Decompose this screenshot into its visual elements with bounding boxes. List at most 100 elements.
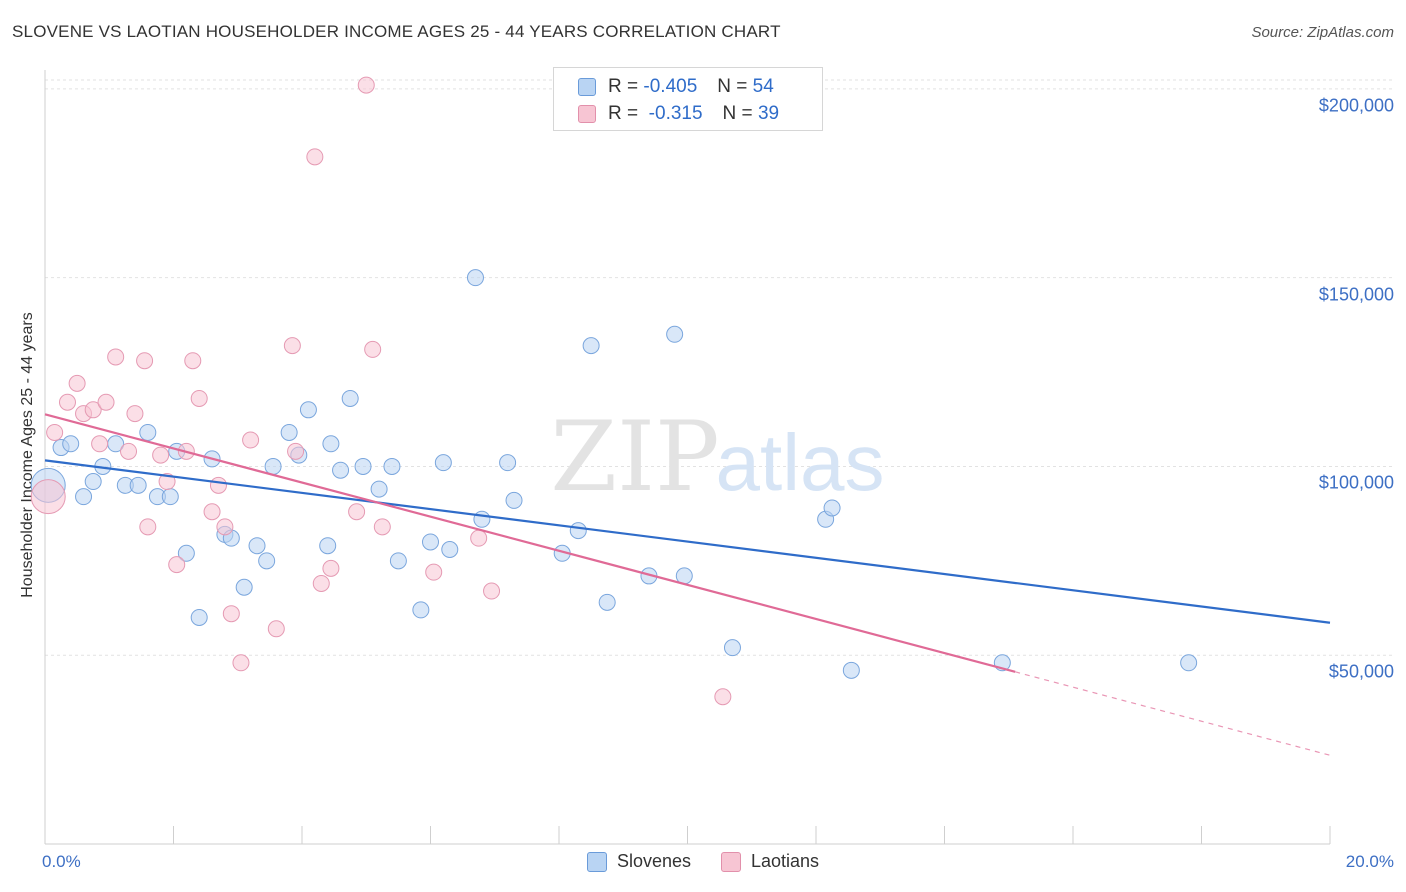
laotian-point [209,476,227,494]
laotian-point [91,435,109,453]
slovene-point [258,552,276,570]
stats-box: R = -0.405 N = 54 R = -0.315 N = 39 [553,67,823,131]
slovene-point [412,601,430,619]
laotian-trend-line [44,413,1016,673]
slovene-point [177,544,195,562]
slovene-point [235,578,253,596]
laotian-trend-extension [1015,671,1331,756]
slovene-trend-line [44,459,1331,624]
laotian-point [267,620,285,638]
laotian-point [184,352,202,370]
slovene-point [190,608,208,626]
slovene-point [473,510,491,528]
slovene-point [383,457,401,475]
laotian-point [46,423,64,441]
legend-swatch-blue [586,851,607,872]
legend-label-slovenes: Slovenes [616,851,691,871]
slovene-point [75,488,93,506]
trend-lines [44,413,1331,756]
laotian-point [120,442,138,460]
source-label: Source: ZipAtlas.com [1251,24,1394,41]
slovene-point [322,435,340,453]
legend-item-slovenes[interactable]: Slovenes [586,851,691,872]
laotian-point [232,654,250,672]
slovene-point [248,537,266,555]
legend: Slovenes Laotians [0,851,1406,872]
n-label: N = [722,103,753,124]
stats-row-slovenes: R = -0.405 N = 54 [578,76,774,98]
laotian-point [222,605,240,623]
laotian-point [357,76,375,94]
n-value-slovenes: 54 [752,76,774,97]
legend-item-laotians[interactable]: Laotians [721,851,819,872]
slovene-point [666,325,684,343]
slovene-point [823,499,841,517]
watermark-zip: ZIP [550,401,719,513]
slovene-point [1180,654,1198,672]
laotian-point [152,446,170,464]
laotian-point [136,352,154,370]
laotian-point [126,405,144,423]
slovene-point [434,454,452,472]
laotian-point [203,503,221,521]
slovene-point [161,488,179,506]
slovene-point [84,473,102,491]
slovene-point [582,337,600,355]
n-value-laotians: 39 [757,103,780,124]
x-tick-max: 20.0% [1345,852,1394,871]
slovene-point [505,491,523,509]
laotian-point [58,393,76,411]
stats-row-laotians: R = -0.315 N = 39 [578,103,779,125]
legend-swatch-pink [721,851,741,872]
axes [44,70,1331,845]
slovene-point [723,639,741,657]
laotian-point [306,148,324,166]
data-points [30,76,1198,706]
slovene-point [354,457,372,475]
slovene-point [264,457,282,475]
laotian-point [68,374,86,392]
laotian-point [283,337,301,355]
slovene-point [370,480,388,498]
laotian-point [158,473,176,491]
laotian-point [287,442,305,460]
n-label: N = [717,76,748,97]
laotian-point [84,401,102,419]
pink-swatch [578,105,596,123]
chart-title: SLOVENE VS LAOTIAN HOUSEHOLDER INCOME AG… [12,22,781,41]
slovene-point [139,423,157,441]
y-tick-label: $150,000 [1318,284,1394,305]
laotian-point [373,518,391,536]
slovene-point [299,401,317,419]
legend-label-laotians: Laotians [751,851,820,871]
laotian-point [470,529,488,547]
slovene-point [389,552,407,570]
blue-swatch [578,78,596,96]
slovene-point [280,423,298,441]
slovene-point [341,389,359,407]
slovene-point [62,435,80,453]
slovene-point [466,269,484,287]
slovene-point [422,533,439,551]
y-tick-label: $200,000 [1318,95,1394,116]
slovene-point [499,454,517,472]
r-value-slovenes: -0.405 [643,76,698,97]
laotian-point [322,559,340,577]
laotian-point [312,574,330,592]
watermark-atlas: atlas [716,418,885,507]
y-tick-label: $100,000 [1318,472,1394,493]
laotian-point [364,340,382,358]
laotian-point [190,389,208,407]
slovene-point [598,593,616,611]
laotian-point [139,518,157,536]
x-tick-min: 0.0% [42,852,81,871]
slovene-point [842,661,860,679]
laotian-point [242,431,260,449]
slovene-point [441,541,459,559]
laotian-point [425,563,443,581]
laotian-point [348,503,366,521]
r-label: R = [608,76,639,97]
laotian-point [714,688,732,706]
laotian-point [483,582,501,600]
